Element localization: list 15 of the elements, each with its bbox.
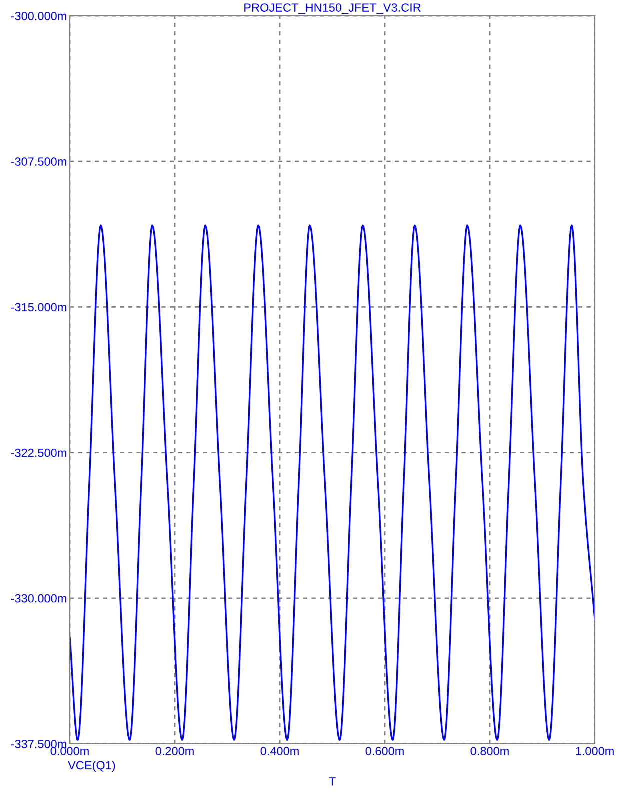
x-tick-label: 0.000m <box>50 747 89 756</box>
x-tick-label: 0.600m <box>366 747 404 756</box>
series-label: VCE(Q1) <box>68 760 116 772</box>
y-tick-label: -300.000m <box>11 12 66 20</box>
x-tick-label: 0.400m <box>260 747 299 756</box>
y-tick-label: -315.000m <box>11 303 66 312</box>
chart-title: PROJECT_HN150_JFET_V3.CIR <box>244 4 421 14</box>
y-tick-label: -307.500m <box>11 158 66 166</box>
y-tick-label: -330.000m <box>11 594 66 603</box>
y-tick-label: -322.500m <box>11 448 66 458</box>
x-axis-title: T <box>329 778 336 786</box>
x-tick-label: 0.200m <box>156 747 194 756</box>
x-tick-label: 0.800m <box>470 747 509 756</box>
x-tick-label: 1.000m <box>576 747 614 756</box>
y-tick-label: -337.500m <box>11 740 66 748</box>
